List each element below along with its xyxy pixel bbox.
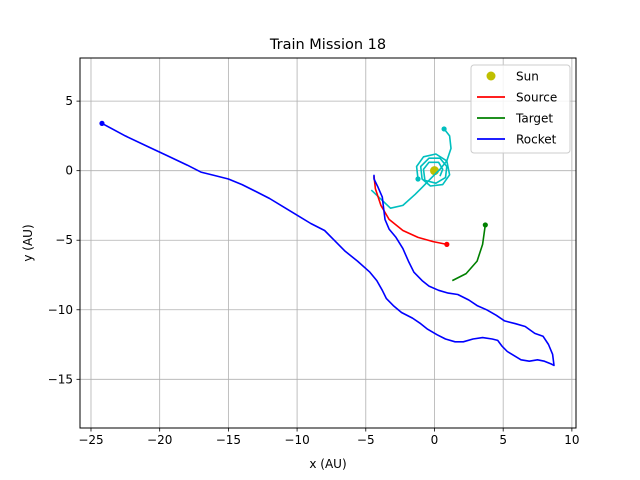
- plot-series: [99, 120, 555, 367]
- x-axis-label: x (AU): [309, 457, 346, 471]
- legend-box: [470, 64, 571, 154]
- x-tick-label: −5: [357, 433, 375, 447]
- orbit-1-endpoint: [441, 126, 447, 132]
- legend-label: Rocket: [516, 133, 557, 147]
- y-axis-label: y (AU): [21, 224, 35, 261]
- target-path: [451, 224, 487, 282]
- y-tick-label: −5: [55, 233, 73, 247]
- legend-swatch: [486, 71, 496, 81]
- legend: Sun Source Target Rocket: [470, 64, 571, 154]
- x-tick-label: 0: [431, 433, 439, 447]
- x-tick-label: 5: [499, 433, 507, 447]
- source-endpoint: [444, 241, 450, 247]
- y-tick-label: −15: [48, 372, 73, 386]
- x-tick-label: −15: [216, 433, 241, 447]
- target-endpoint: [482, 222, 488, 228]
- grid-lines: [80, 58, 576, 428]
- x-tick-label: 10: [564, 433, 579, 447]
- orbit-2-endpoint: [415, 176, 421, 182]
- y-tick-label: 5: [65, 94, 73, 108]
- orbit-2-path: [415, 153, 451, 187]
- chart-title: Train Mission 18: [269, 37, 386, 53]
- rocket-path: [101, 122, 555, 367]
- rocket-endpoint: [99, 120, 105, 126]
- axis-ticks: −25 −20 −15 −10 −5 0 5 10 5 0 −5 −10 −15: [48, 94, 580, 447]
- y-tick-label: −10: [48, 303, 73, 317]
- y-tick-label: 0: [65, 164, 73, 178]
- x-tick-label: −10: [284, 433, 309, 447]
- source-path: [373, 176, 447, 246]
- x-tick-label: −20: [147, 433, 172, 447]
- x-tick-label: −25: [78, 433, 103, 447]
- legend-label: Source: [516, 91, 557, 105]
- legend-label: Target: [515, 112, 553, 126]
- legend-label: Sun: [516, 70, 539, 84]
- orbit-1-path: [370, 128, 452, 209]
- plot-frame: [79, 57, 577, 429]
